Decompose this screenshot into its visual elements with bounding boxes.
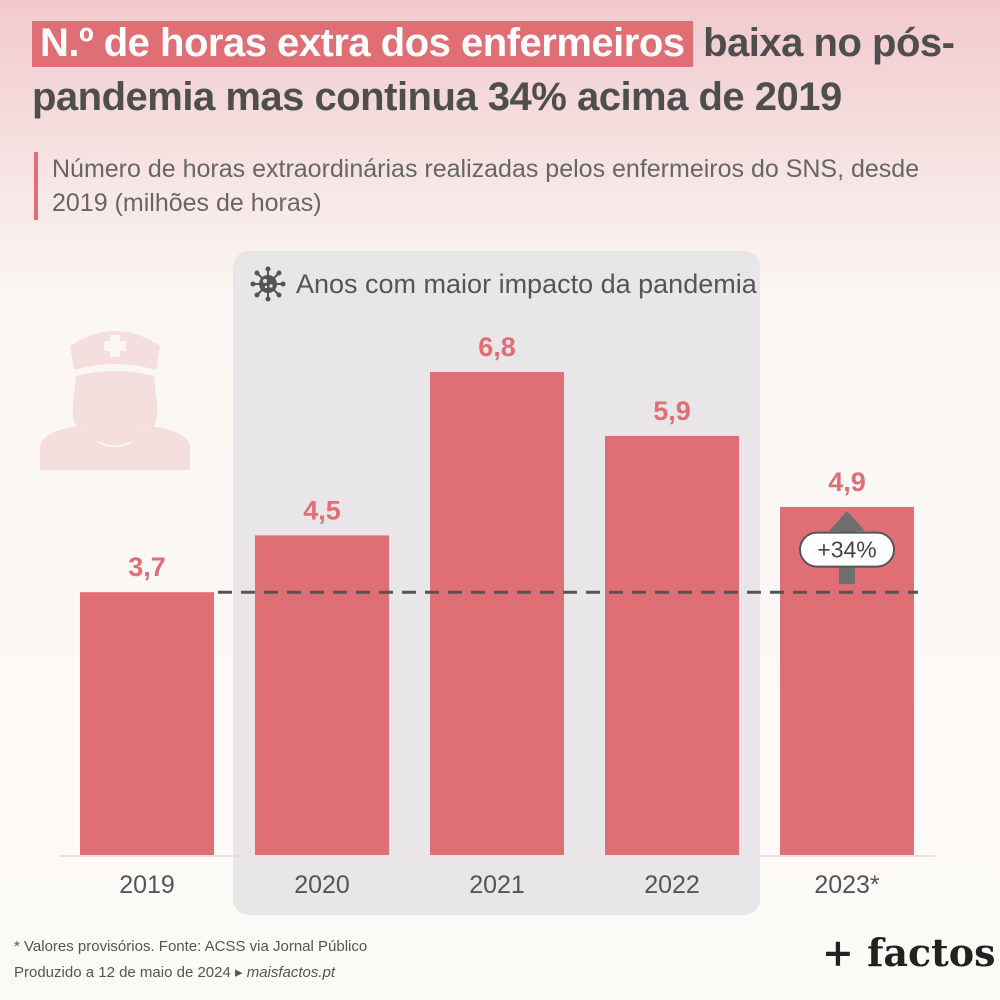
chart-title: N.º de horas extra dos enfermeiros baixa… <box>32 16 972 124</box>
value-label-2021: 6,8 <box>478 332 516 362</box>
annotation-label: +34% <box>817 537 876 563</box>
title-highlight: N.º de horas extra dos enfermeiros <box>32 21 693 67</box>
value-label-2023*: 4,9 <box>828 467 866 497</box>
x-tick-label-2020: 2020 <box>294 871 350 899</box>
bar-2021 <box>430 372 564 855</box>
bar-2019 <box>80 592 214 855</box>
value-label-2020: 4,5 <box>303 495 341 525</box>
nurse-icon <box>40 331 190 470</box>
footer-produced: Produzido a 12 de maio de 2024 ▸ maisfac… <box>14 960 367 986</box>
x-tick-label-2023*: 2023* <box>814 871 880 899</box>
footer: * Valores provisórios. Fonte: ACSS via J… <box>14 934 367 986</box>
bar-2020 <box>255 535 389 855</box>
annotation-pill <box>799 531 895 568</box>
x-tick-label-2021: 2021 <box>469 871 525 899</box>
x-tick-label-2022: 2022 <box>644 871 700 899</box>
footer-date: Produzido a 12 de maio de 2024 ▸ <box>14 964 247 981</box>
increase-arrow-head <box>829 510 865 531</box>
title-rest: baixa no pós-pandemia mas continua 34% a… <box>32 21 955 119</box>
value-label-2019: 3,7 <box>128 552 166 582</box>
brand-logo: + factos <box>822 930 996 975</box>
pandemic-label: Anos com maior impacto da pandemia <box>250 266 757 302</box>
chart-subtitle: Número de horas extraordinárias realizad… <box>34 152 952 220</box>
virus-icon <box>250 266 286 302</box>
bar-2022 <box>605 435 739 855</box>
x-tick-label-2019: 2019 <box>119 871 175 899</box>
pandemic-label-text: Anos com maior impacto da pandemia <box>296 268 757 299</box>
footer-site-link[interactable]: maisfactos.pt <box>246 964 336 981</box>
value-label-2022: 5,9 <box>653 396 691 426</box>
footer-source: * Valores provisórios. Fonte: ACSS via J… <box>14 938 368 955</box>
